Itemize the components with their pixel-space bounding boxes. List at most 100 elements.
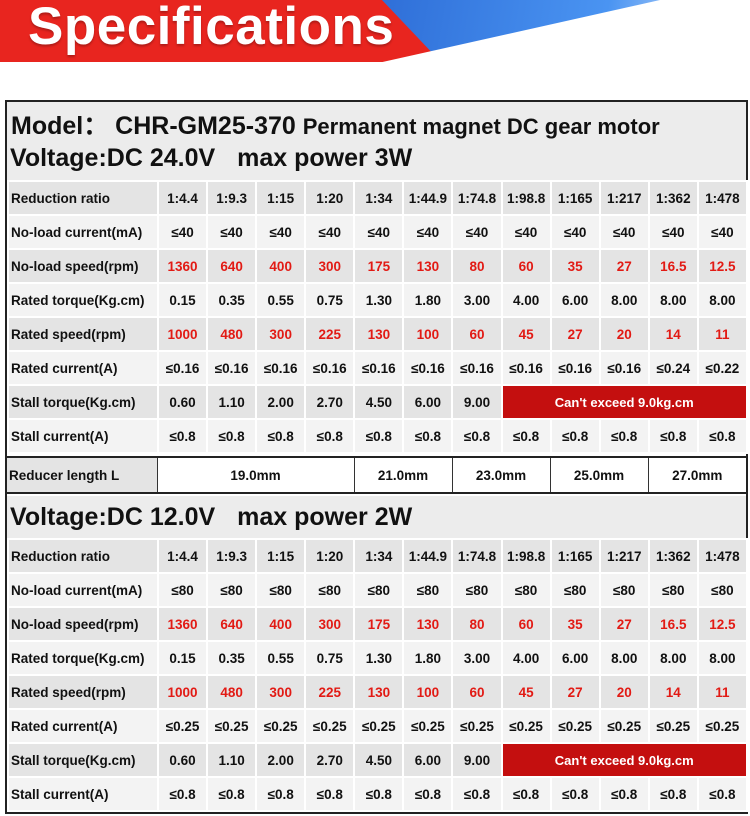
spec-row-label: Reduction ratio [7, 538, 159, 574]
spec-row-label: Rated speed(rpm) [7, 316, 159, 352]
spec-cell: ≤40 [156, 214, 209, 250]
spec-cell: 1:362 [647, 180, 699, 216]
spec-cell: ≤0.8 [206, 776, 258, 812]
spec-cell: 0.15 [156, 282, 209, 318]
spec-cell: 9.00 [451, 742, 503, 778]
spec-cell: ≤0.16 [304, 350, 356, 386]
spec-cell: 1.30 [353, 282, 405, 318]
spec-cell: ≤0.25 [255, 708, 307, 744]
spec-cell: 6.00 [549, 640, 601, 676]
spec-cell: ≤0.16 [500, 350, 552, 386]
spec-cell: 8.00 [696, 640, 748, 676]
spec-row: Stall current(A) ≤0.8 ≤0.8 ≤0.8 ≤0.8 ≤0.8 ≤0.8… [7, 418, 748, 454]
spec-cell: 1.80 [402, 640, 454, 676]
spec-cell: 60 [451, 316, 503, 352]
spec-cell: 11 [696, 674, 748, 710]
spec-cell: 16.5 [647, 606, 699, 642]
spec-row-label: Stall torque(Kg.cm) [7, 384, 159, 420]
spec-cell: ≤40 [598, 214, 650, 250]
spec-cell: 100 [402, 674, 454, 710]
section2-voltage-line: Voltage:DC 12.0V max power 2W [10, 503, 412, 532]
spec-cell: ≤0.8 [156, 418, 209, 454]
spec-cell: 4.00 [500, 640, 552, 676]
spec-cell: 6.00 [549, 282, 601, 318]
spec-cell: 1:15 [255, 180, 307, 216]
spec-cell: 4.50 [353, 384, 405, 420]
spec-cell: ≤0.8 [647, 776, 699, 812]
spec-cell: 8.00 [696, 282, 748, 318]
spec-cell: 0.35 [206, 640, 258, 676]
spec-cell: 1:74.8 [451, 538, 503, 574]
spec-row-label: Stall torque(Kg.cm) [7, 742, 159, 778]
spec-cell: 3.00 [451, 282, 503, 318]
spec-cell: 12.5 [696, 248, 748, 284]
spec-cell: ≤0.25 [156, 708, 209, 744]
spec-cell: ≤80 [206, 572, 258, 608]
spec-cell: 640 [206, 248, 258, 284]
spec-cell: ≤0.8 [353, 776, 405, 812]
section1-voltage-line: Voltage:DC 24.0V max power 3W [10, 144, 412, 173]
spec-cell: 300 [304, 248, 356, 284]
spec-cell: 11 [696, 316, 748, 352]
spec-cell: 1:362 [647, 538, 699, 574]
spec-cell: ≤0.8 [598, 776, 650, 812]
spec-cell: 14 [647, 316, 699, 352]
spec-row: Stall current(A) ≤0.8 ≤0.8 ≤0.8 ≤0.8 ≤0.8 ≤0.8… [7, 776, 748, 812]
spec-cell: 60 [500, 606, 552, 642]
spec-cell: ≤0.8 [696, 418, 748, 454]
spec-cell: 480 [206, 674, 258, 710]
spec-cell: 2.00 [255, 742, 307, 778]
spec-cell: 3.00 [451, 640, 503, 676]
spec-row: Stall torque(Kg.cm) 0.60 1.10 2.00 2.70 4.50 6… [7, 384, 748, 420]
spec-cell: 20 [598, 674, 650, 710]
spec-cell: 1:44.9 [402, 180, 454, 216]
spec-cell: ≤0.8 [353, 418, 405, 454]
spec-row-label: Rated current(A) [7, 350, 159, 386]
spec-cell: 8.00 [647, 282, 699, 318]
spec-cell: ≤0.8 [304, 776, 356, 812]
spec-cell: 2.70 [304, 742, 356, 778]
spec-cell: 2.00 [255, 384, 307, 420]
spec-cell: 0.60 [156, 742, 209, 778]
spec-row: Stall torque(Kg.cm) 0.60 1.10 2.00 2.70 4.50 6… [7, 742, 748, 778]
spec-cell: ≤0.22 [696, 350, 748, 386]
spec-cell: 14 [647, 674, 699, 710]
spec-cell: 300 [304, 606, 356, 642]
spec-cell: ≤40 [255, 214, 307, 250]
spec-cell: ≤0.25 [598, 708, 650, 744]
spec-row: Rated speed(rpm) 1000 480 300 225 130 100 60 45 2… [7, 674, 748, 710]
spec-cell: 640 [206, 606, 258, 642]
spec-cell: ≤80 [598, 572, 650, 608]
spec-row: Reduction ratio 1:4.4 1:9.3 1:15 1:20 1:34 1:4… [7, 180, 748, 216]
model-header-background [7, 102, 746, 180]
spec-cell: ≤0.16 [206, 350, 258, 386]
spec-row-label: No-load current(mA) [7, 214, 159, 250]
spec-cell: 175 [353, 248, 405, 284]
spec-cell: 80 [451, 606, 503, 642]
reducer-length-value: 19.0mm [156, 458, 354, 492]
spec-row-label: No-load speed(rpm) [7, 248, 159, 284]
spec-cell: 6.00 [402, 384, 454, 420]
spec-cell: ≤0.16 [549, 350, 601, 386]
spec-cell: 1:9.3 [206, 538, 258, 574]
spec-row: No-load speed(rpm) 1360 640 400 300 175 130 80 6… [7, 606, 748, 642]
spec-row-label: Rated torque(Kg.cm) [7, 640, 159, 676]
spec-cell: 6.00 [402, 742, 454, 778]
spec-cell: ≤0.25 [451, 708, 503, 744]
reducer-length-value: 25.0mm [549, 458, 648, 492]
spec-cell: ≤0.8 [500, 776, 552, 812]
spec-cell: ≤40 [353, 214, 405, 250]
spec-cell: ≤80 [255, 572, 307, 608]
model-line: Model： CHR-GM25-370 Permanent magnet DC … [11, 106, 660, 142]
spec-cell: 1.30 [353, 640, 405, 676]
spec-cell: 12.5 [696, 606, 748, 642]
reducer-length-value: 23.0mm [451, 458, 550, 492]
spec-cell: 100 [402, 316, 454, 352]
spec-cell: 0.35 [206, 282, 258, 318]
spec-cell: 0.75 [304, 640, 356, 676]
spec-cell: ≤0.8 [647, 418, 699, 454]
spec-cell: ≤0.8 [451, 776, 503, 812]
spec-cell: ≤80 [156, 572, 209, 608]
spec-cell: 0.60 [156, 384, 209, 420]
spec-cell: 45 [500, 316, 552, 352]
